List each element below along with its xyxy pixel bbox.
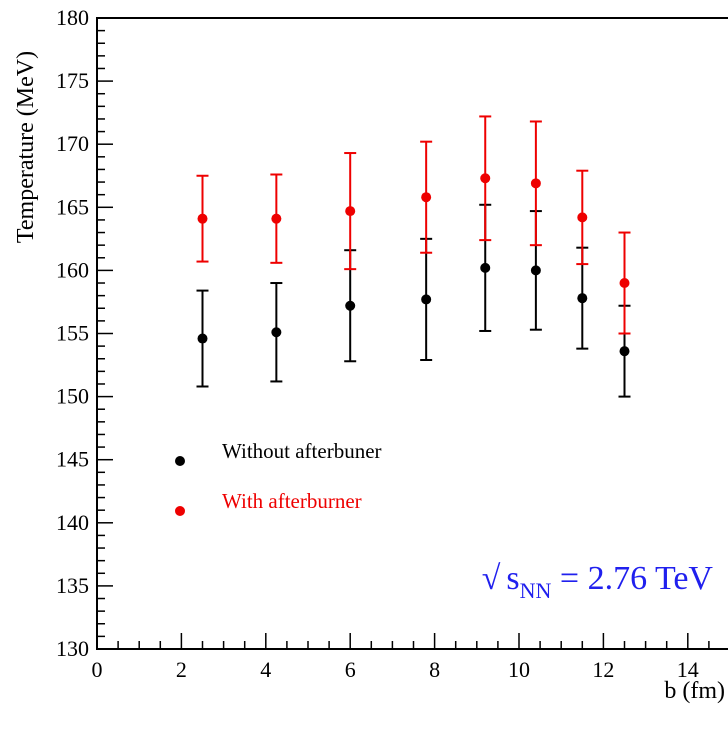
legend: Without afterbuner With afterburner [175,439,382,516]
data-point [421,294,432,305]
data-point [577,212,588,223]
y-axis-label: Temperature (MeV) [13,51,39,243]
data-point [530,178,541,189]
x-tick-label: 2 [176,657,187,682]
sqrt-symbol: √ [482,560,501,597]
x-tick-label: 8 [429,657,440,682]
x-tick-label: 4 [260,657,271,682]
data-point [577,293,588,304]
legend-label-without: Without afterbuner [222,439,382,463]
y-tick-label: 170 [56,131,89,156]
plot-frame [96,17,728,650]
y-tick-label: 160 [56,257,89,282]
x-tick-label: 0 [92,657,103,682]
legend-marker-without [175,456,185,466]
data-point [197,213,208,224]
data-point [421,192,432,203]
y-tick-label: 180 [56,5,89,30]
data-point [619,278,630,289]
data-point [345,300,356,311]
y-tick-label: 150 [56,384,89,409]
series-0 [196,203,631,398]
annotation-value: = 2.76 TeV [551,560,713,597]
annotation-subscript: NN [520,578,552,603]
x-tick-label: 12 [592,657,614,682]
data-point [271,213,282,224]
tick-labels: 130 135 140 145 150 155 160 165 170 175 180 0 2 4 6 8 10… [56,5,699,682]
x-tick-label: 10 [508,657,530,682]
data-point [619,346,630,357]
legend-marker-with [175,506,185,516]
y-tick-label: 140 [56,510,89,535]
series-1 [196,115,631,335]
x-tick-label: 6 [345,657,356,682]
y-tick-label: 135 [56,573,89,598]
x-axis-label: b (fm) [664,678,725,704]
y-tick-label: 145 [56,447,89,472]
data-point [480,173,491,184]
annotation-base: s [506,560,519,597]
x-tick-label: 14 [677,657,699,682]
data-point [345,206,356,217]
y-tick-label: 155 [56,321,89,346]
y-tick-label: 130 [56,636,89,661]
data-point [530,265,541,276]
y-tick-label: 165 [56,194,89,219]
axis-ticks [96,17,710,650]
data-points [196,115,631,398]
data-point [480,262,491,273]
legend-label-with: With afterburner [222,489,362,513]
y-tick-label: 175 [56,68,89,93]
data-point [197,333,208,344]
data-point [271,327,282,338]
energy-annotation: √ sNN = 2.76 TeV [482,560,714,603]
